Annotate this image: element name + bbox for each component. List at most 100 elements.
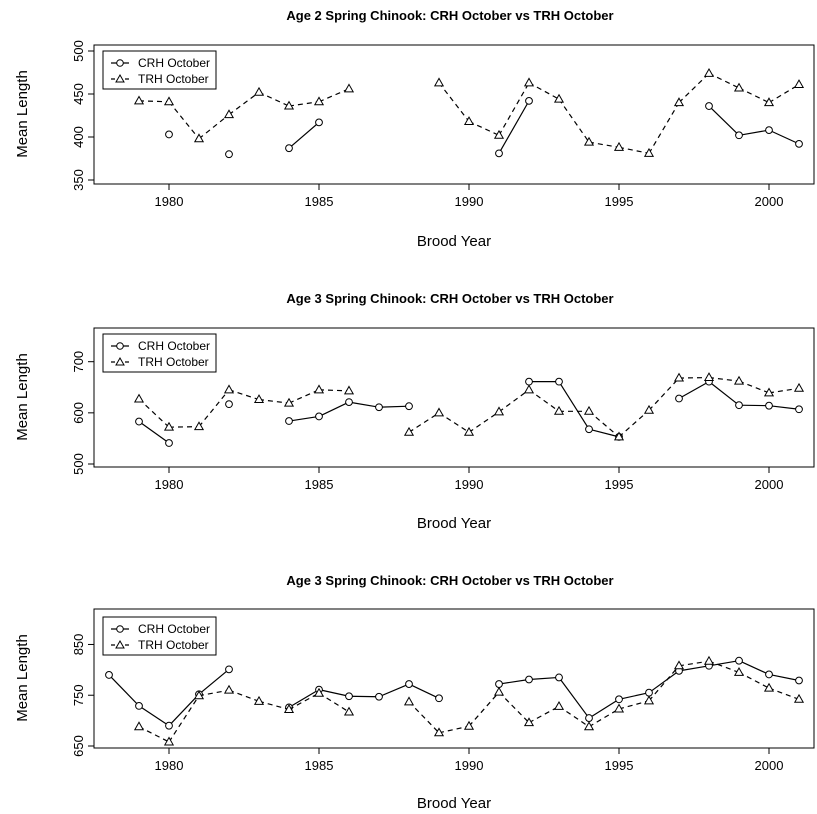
panel-1-trh-point xyxy=(193,133,205,143)
panel-2-crh-point xyxy=(555,377,563,386)
panel-3-y-axis-label: Mean Length xyxy=(14,634,31,722)
panel-3-trh-line-segment xyxy=(408,701,440,734)
panel-2-series-crh xyxy=(135,377,803,447)
panel-2-trh-point xyxy=(703,372,715,382)
panel-2-trh-point xyxy=(643,404,655,414)
panel-3-trh-point xyxy=(163,736,175,746)
panel-3-x-axis: 1980 1985 1990 1995 2000 xyxy=(155,748,784,773)
panel-1-crh-line-segment xyxy=(738,129,770,136)
panel-2-crh-line-segment xyxy=(348,401,380,408)
panel-3-trh-line-segment xyxy=(678,660,710,667)
panel-2-trh-point xyxy=(163,421,175,431)
panel-1-trh-line-segment xyxy=(678,72,710,104)
panel-3-crh-line-segment xyxy=(198,668,230,695)
panel-2-trh-point xyxy=(403,426,415,436)
panel-3-x-tick-label: 2000 xyxy=(755,758,784,773)
panel-2-crh-point xyxy=(585,425,593,434)
panel-2-crh-point xyxy=(405,402,413,411)
panel-1-trh-point xyxy=(673,97,685,107)
panel-1-title: Age 2 Spring Chinook: CRH October vs TRH… xyxy=(286,8,613,23)
panel-1-crh-point xyxy=(735,131,743,140)
panel-2-crh-line-segment xyxy=(318,401,350,417)
panel-2-trh-line-segment xyxy=(168,426,200,428)
panel-3-crh-point xyxy=(795,676,803,685)
panel-1-trh-point xyxy=(253,86,265,96)
panel-3-trh-line-segment xyxy=(288,692,320,710)
panel-2-crh-point xyxy=(225,400,233,409)
panel-1-legend-trh-label: TRH October xyxy=(138,72,209,86)
panel-3-crh-point xyxy=(615,695,623,704)
panel-1-trh-line-segment xyxy=(528,82,560,100)
panel-3-crh-line-segment xyxy=(678,665,710,672)
panel-2-trh-point xyxy=(673,372,685,382)
panel-1-x-tick-label: 1995 xyxy=(605,194,634,209)
panel-2-legend-box xyxy=(102,333,217,373)
panel-1-trh-line-segment xyxy=(708,72,740,89)
panel-1-crh-point xyxy=(285,144,293,153)
panel-3-trh-line-segment xyxy=(498,691,530,724)
panel-3-crh-point xyxy=(585,714,593,722)
panel-3-trh-point xyxy=(613,703,625,713)
panel-2-crh-line-segment xyxy=(768,405,800,410)
panel-1-trh-point xyxy=(133,95,145,105)
panel-1-legend-trh-marker xyxy=(115,73,125,83)
panel-3-crh-line-segment xyxy=(348,695,380,698)
panel-3-crh-point xyxy=(165,721,173,730)
panel-1-trh-line-segment xyxy=(198,114,230,140)
panel-1-x-tick-label: 1980 xyxy=(155,194,184,209)
panel-2-trh-point xyxy=(253,394,265,404)
panel-1-crh-point xyxy=(525,96,533,105)
panel-3-legend: CRH October TRH October xyxy=(102,616,217,656)
panel-3-crh-point xyxy=(135,701,143,710)
panel-2-trh-line-segment xyxy=(198,389,230,428)
panel-3-crh-point xyxy=(105,671,113,679)
panel-3-y-tick-label: 750 xyxy=(71,684,86,706)
panel-3-y-tick-label: 850 xyxy=(71,634,86,656)
panel-3-trh-point xyxy=(223,684,235,694)
panel-1-legend-crh-marker xyxy=(116,59,124,67)
panel-3-trh-line-segment xyxy=(318,692,350,713)
panel-2-crh-line-segment xyxy=(138,421,170,444)
panel-1-trh-line-segment xyxy=(768,84,800,104)
panel-3-crh-line-segment xyxy=(648,670,680,694)
panel-1-y-axis-label: Mean Length xyxy=(14,70,31,158)
panel-2-trh-point xyxy=(433,407,445,417)
panel-1-crh-point xyxy=(705,102,713,110)
panel-1-crh-point xyxy=(495,149,503,158)
panel-1-trh-line-segment xyxy=(468,120,500,136)
panel-1-trh-point xyxy=(703,67,715,77)
panel-3-trh-line-segment xyxy=(618,700,650,710)
panel-1-y-tick-label: 350 xyxy=(71,169,86,191)
panel-2-x-axis-label: Brood Year xyxy=(417,515,491,532)
panel-3-trh-point xyxy=(793,693,805,703)
panel-2-crh-point xyxy=(135,417,143,426)
panel-2-crh-point xyxy=(165,439,173,447)
panel-1-legend: CRH October TRH October xyxy=(102,50,217,90)
panel-3-crh-line-segment xyxy=(378,683,410,698)
panel-1-trh-point xyxy=(763,97,775,107)
panel-1-crh-point xyxy=(225,150,233,159)
panel-2-trh-point xyxy=(313,384,325,394)
panel-3-trh-point xyxy=(433,727,445,737)
panel-1-trh-line-segment xyxy=(558,98,590,143)
panel-3-trh-point xyxy=(133,721,145,731)
panel-2-legend-trh-label: TRH October xyxy=(138,355,209,369)
panel-3-crh-point xyxy=(555,673,563,682)
panel-3-crh-line-segment xyxy=(618,692,650,700)
panel-3-trh-point xyxy=(313,687,325,697)
panel-3-crh-line-segment xyxy=(408,683,440,699)
panel-3-trh-point xyxy=(523,717,535,727)
panel-3-trh-line-segment xyxy=(228,689,260,702)
panel-3-crh-line-segment xyxy=(528,676,560,681)
panel-2-trh-line-segment xyxy=(138,398,170,428)
panel-2-trh-line-segment xyxy=(498,389,530,413)
panel-2-trh-line-segment xyxy=(288,389,320,404)
panel-1-trh-line-segment xyxy=(318,88,350,103)
panel-2-trh-point xyxy=(613,431,625,441)
panel-2-trh-line-segment xyxy=(528,389,560,412)
panel-3-crh-line-segment xyxy=(708,660,740,667)
panel-2-trh-point xyxy=(193,421,205,431)
panel-1-y-tick-label: 450 xyxy=(71,83,86,105)
panel-2-crh-line-segment xyxy=(738,404,770,407)
panel-3-trh-point xyxy=(193,690,205,700)
